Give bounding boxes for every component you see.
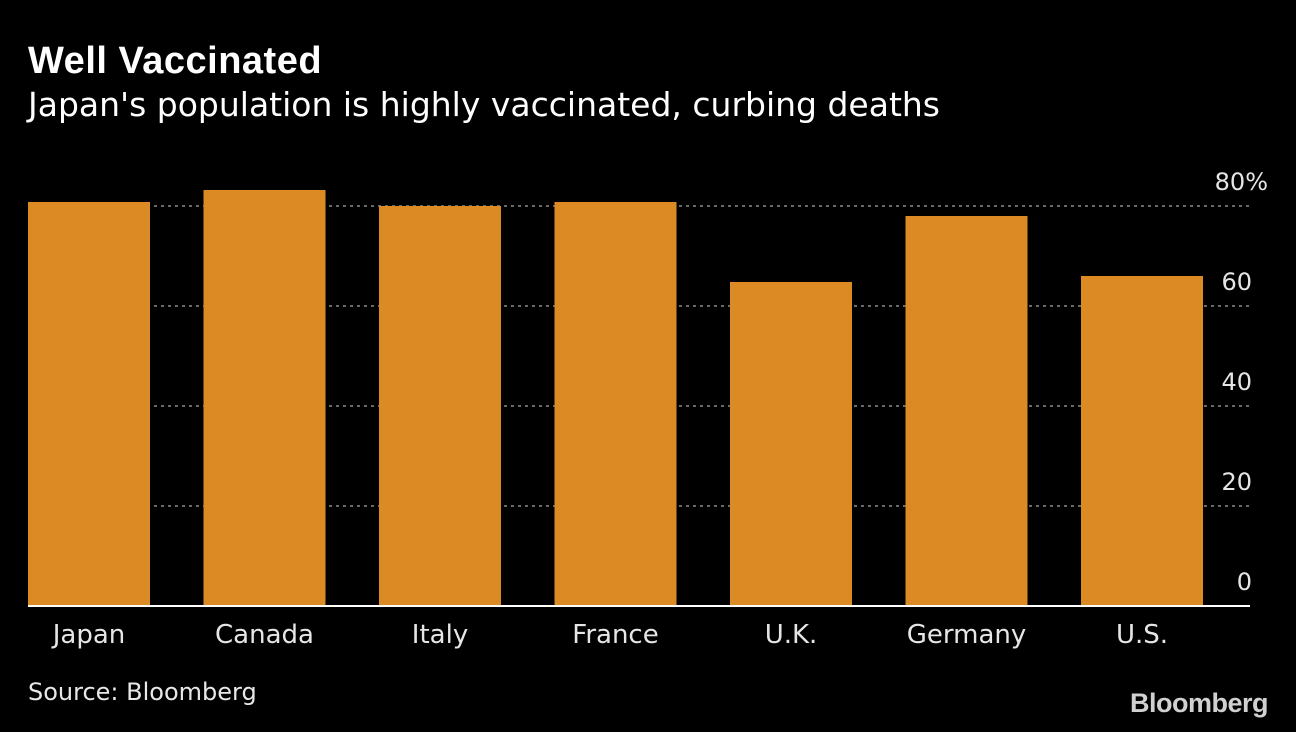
chart-subtitle: Japan's population is highly vaccinated,… — [28, 85, 940, 124]
x-tick-label: Germany — [907, 620, 1027, 650]
axes: 0 20 40 60 80% Japan Canada Italy France U.K. Germ… — [28, 168, 1268, 650]
x-tick-label: Canada — [215, 620, 314, 650]
x-tick-label: U.K. — [765, 620, 818, 650]
bar-japan — [28, 202, 150, 606]
bloomberg-logo: Bloomberg — [1129, 688, 1269, 718]
bar-uk — [730, 282, 852, 606]
x-tick-label: Italy — [412, 620, 468, 650]
x-tick-label: Japan — [51, 620, 126, 650]
y-tick-label: 80% — [1215, 168, 1268, 196]
bars — [28, 190, 1203, 606]
y-tick-label: 20 — [1221, 468, 1252, 496]
bar-germany — [905, 216, 1028, 606]
y-tick-label: 60 — [1221, 268, 1252, 296]
y-tick-label: 40 — [1221, 368, 1252, 396]
bar-us — [1081, 276, 1203, 606]
source-note: Source: Bloomberg — [28, 678, 257, 706]
x-tick-label: U.S. — [1116, 620, 1168, 650]
bar-canada — [203, 190, 326, 606]
x-tick-label: France — [572, 620, 658, 650]
y-tick-label: 0 — [1237, 568, 1252, 596]
chart-title: Well Vaccinated — [28, 40, 323, 82]
bar-france — [554, 202, 677, 606]
bar-italy — [379, 206, 501, 606]
